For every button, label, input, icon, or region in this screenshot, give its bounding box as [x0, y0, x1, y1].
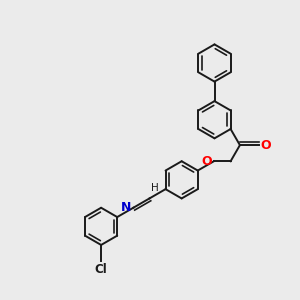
Text: N: N: [121, 201, 131, 214]
Text: Cl: Cl: [95, 262, 107, 276]
Text: H: H: [151, 183, 158, 193]
Text: O: O: [201, 155, 212, 168]
Text: O: O: [260, 139, 271, 152]
